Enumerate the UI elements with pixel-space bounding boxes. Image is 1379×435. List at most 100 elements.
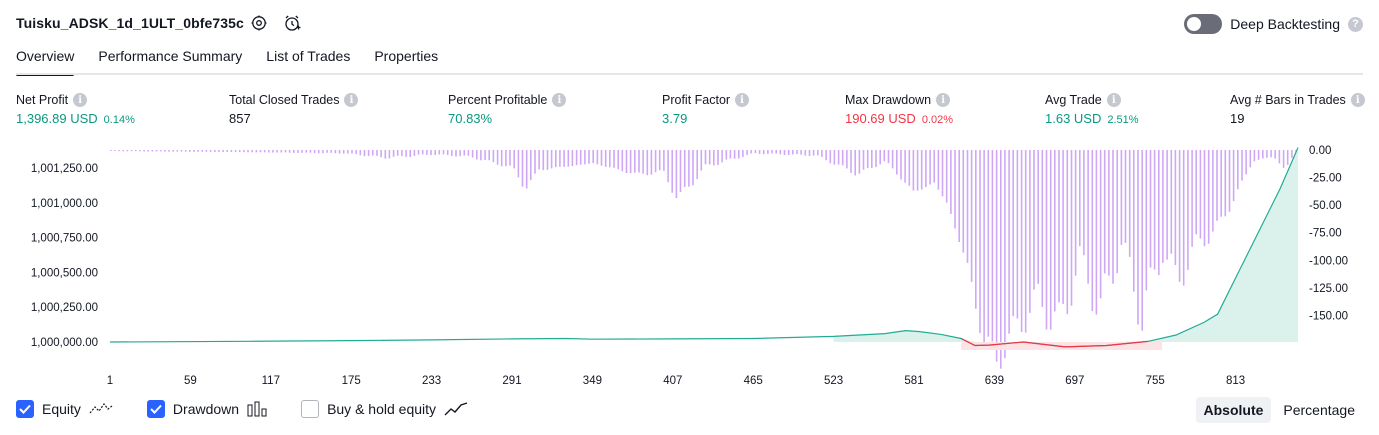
drawdown-bar (596, 150, 599, 165)
checkbox-drawdown[interactable] (146, 400, 165, 418)
checkbox-equity[interactable] (16, 400, 34, 418)
drawdown-bar (280, 150, 283, 153)
legend-drawdown[interactable]: Drawdown (146, 400, 267, 418)
drawdown-bar (683, 150, 686, 187)
drawdown-bar (1257, 150, 1260, 160)
drawdown-bar (334, 150, 337, 154)
metric-max-drawdown: Max Drawdown i 190.69 USD 0.02% (845, 93, 953, 126)
help-icon[interactable]: ? (1348, 16, 1363, 32)
absolute-button[interactable]: Absolute (1195, 397, 1272, 423)
drawdown-bar (762, 150, 765, 155)
drawdown-bar (317, 150, 320, 154)
drawdown-bar (1199, 150, 1202, 239)
add-alert-icon[interactable] (282, 12, 304, 34)
drawdown-bar (1070, 150, 1073, 306)
drawdown-bar (384, 150, 387, 159)
metric-percent-profitable: Percent Profitable i 70.83% (448, 93, 567, 126)
x-axis-tick-label: 117 (262, 375, 280, 387)
drawdown-bar (1224, 150, 1227, 217)
drawdown-bar (1270, 150, 1272, 158)
tab-list-of-trades[interactable]: List of Trades (266, 48, 351, 64)
drawdown-bar (301, 150, 303, 153)
legend-equity[interactable]: Equity (16, 400, 113, 418)
x-axis-tick-label: 813 (1226, 375, 1245, 387)
drawdown-bar (538, 150, 540, 170)
drawdown-bar (1133, 150, 1135, 292)
drawdown-bar (118, 150, 120, 152)
tab-properties[interactable]: Properties (374, 48, 439, 64)
drawdown-bar (434, 150, 436, 156)
drawdown-bar (1191, 150, 1193, 247)
drawdown-bar (147, 150, 149, 152)
equity-area (833, 147, 1298, 342)
drawdown-bar (322, 150, 324, 154)
drawdown-bar (717, 150, 719, 165)
drawdown-bar (463, 150, 466, 156)
drawdown-bar (1041, 150, 1044, 307)
drawdown-bar (180, 150, 183, 152)
drawdown-bar (484, 150, 486, 160)
drawdown-bar (667, 150, 669, 183)
drawdown-bar (862, 150, 865, 170)
drawdown-bar (1203, 150, 1206, 247)
drawdown-bar (1166, 150, 1168, 260)
metric-label: Net Profit (16, 93, 69, 107)
drawdown-bar (983, 150, 985, 343)
drawdown-bar (1062, 150, 1064, 304)
metric-label: Percent Profitable (448, 93, 548, 107)
drawdown-bar (1291, 150, 1293, 158)
x-axis-tick-label: 523 (824, 375, 843, 387)
info-icon[interactable]: i (552, 93, 567, 107)
x-axis-tick-label: 755 (1146, 375, 1165, 387)
legend-buy-hold-label: Buy & hold equity (327, 401, 437, 417)
drawdown-bar (634, 150, 636, 173)
drawdown-bar (243, 150, 245, 153)
metric-value: 70.83% (448, 111, 493, 126)
drawdown-bar (767, 150, 769, 154)
info-icon[interactable]: i (1106, 93, 1121, 107)
tab-overview[interactable]: Overview (16, 48, 75, 76)
drawdown-bar (530, 150, 532, 181)
drawdown-bar (247, 150, 249, 153)
info-icon[interactable]: i (344, 93, 359, 107)
equity-drawdown-chart[interactable]: 1,001,250.00 1,001,000.00 1,000,750.00 1,00… (0, 140, 1379, 390)
info-icon[interactable]: i (735, 93, 750, 107)
drawdown-bar (945, 150, 948, 203)
drawdown-bar (184, 150, 187, 152)
checkbox-buy-hold[interactable] (301, 400, 320, 418)
drawdown-bar (1004, 150, 1006, 359)
drawdown-bar (787, 150, 790, 155)
x-axis-tick-label: 465 (744, 375, 763, 387)
drawdown-bar (550, 150, 553, 169)
percentage-button[interactable]: Percentage (1283, 402, 1355, 418)
info-icon[interactable]: i (1350, 93, 1365, 107)
drawdown-bar (114, 150, 116, 151)
drawdown-bar (588, 150, 590, 164)
drawdown-bar (1212, 150, 1214, 232)
drawdown-bar (1141, 150, 1143, 331)
drawdown-bar (534, 150, 536, 174)
drawdown-bar (742, 150, 744, 157)
drawdown-bar (168, 150, 170, 152)
drawdown-bar (625, 150, 628, 173)
drawdown-bar (405, 150, 407, 157)
drawdown-bar (1195, 150, 1197, 235)
x-axis-tick-label: 1 (107, 375, 113, 387)
drawdown-bar (613, 150, 615, 168)
drawdown-bar (721, 150, 723, 163)
drawdown-bar (825, 150, 827, 161)
settings-icon[interactable] (248, 12, 270, 34)
drawdown-bar (1054, 150, 1056, 312)
x-axis-tick-label: 291 (502, 375, 521, 387)
tab-performance-summary[interactable]: Performance Summary (98, 48, 243, 64)
drawdown-bar (950, 150, 952, 214)
drawdown-bar (975, 150, 977, 309)
info-icon[interactable]: i (73, 93, 88, 107)
info-icon[interactable]: i (936, 93, 951, 107)
drawdown-bar (1074, 150, 1077, 276)
drawdown-bar (621, 150, 624, 172)
legend-buy-hold[interactable]: Buy & hold equity (301, 400, 468, 418)
x-axis-tick-label: 175 (342, 375, 361, 387)
deep-backtesting-toggle[interactable] (1184, 14, 1223, 34)
metric-value: 190.69 USD (845, 111, 916, 126)
